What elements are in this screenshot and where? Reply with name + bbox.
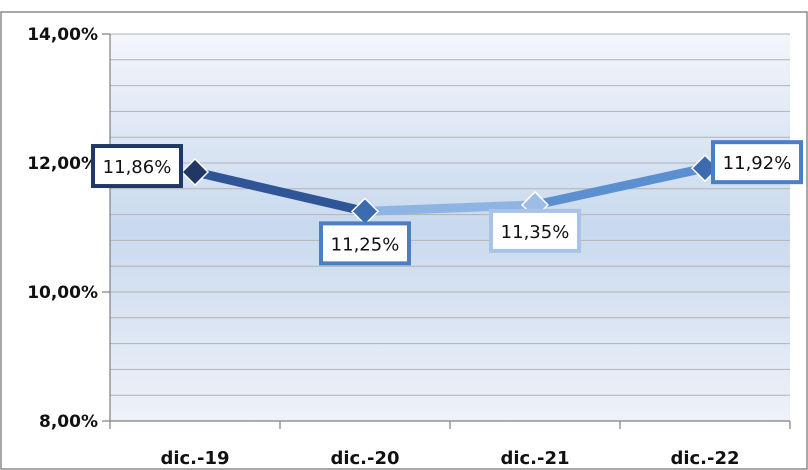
x-tick-label: dic.-22: [670, 448, 739, 469]
data-label-box: [319, 221, 411, 266]
x-tick-label: dic.-21: [500, 448, 569, 469]
x-axis-ticks: dic.-19 dic.-20 dic.-21 dic.-22: [109, 421, 791, 469]
y-axis-ticks: 8,00% 10,00% 12,00% 14,00%: [27, 25, 110, 432]
data-label-box: [489, 208, 581, 253]
y-tick-label: 14,00%: [27, 25, 98, 45]
x-tick-label: dic.-20: [330, 448, 399, 469]
data-point-marker: [180, 157, 210, 187]
data-labels: 11,86% 11,25% 11,35% 11,92%: [91, 140, 803, 266]
series-segment: [360, 200, 540, 216]
data-label-box: [711, 140, 803, 185]
data-label-box: [91, 144, 183, 189]
data-label: 11,35%: [501, 222, 570, 243]
data-label: 11,86%: [103, 157, 172, 178]
y-tick-label: 8,00%: [39, 412, 98, 432]
y-tick-label: 12,00%: [27, 154, 98, 174]
data-label: 11,92%: [723, 153, 792, 174]
series-segment: [530, 163, 710, 210]
gridlines: [110, 33, 790, 396]
series-segment: [190, 167, 370, 216]
y-tick-label: 10,00%: [27, 283, 98, 303]
plot-area: [110, 34, 790, 421]
x-tick-label: dic.-19: [160, 448, 229, 469]
series-line: [190, 163, 710, 216]
data-label: 11,25%: [331, 234, 400, 255]
